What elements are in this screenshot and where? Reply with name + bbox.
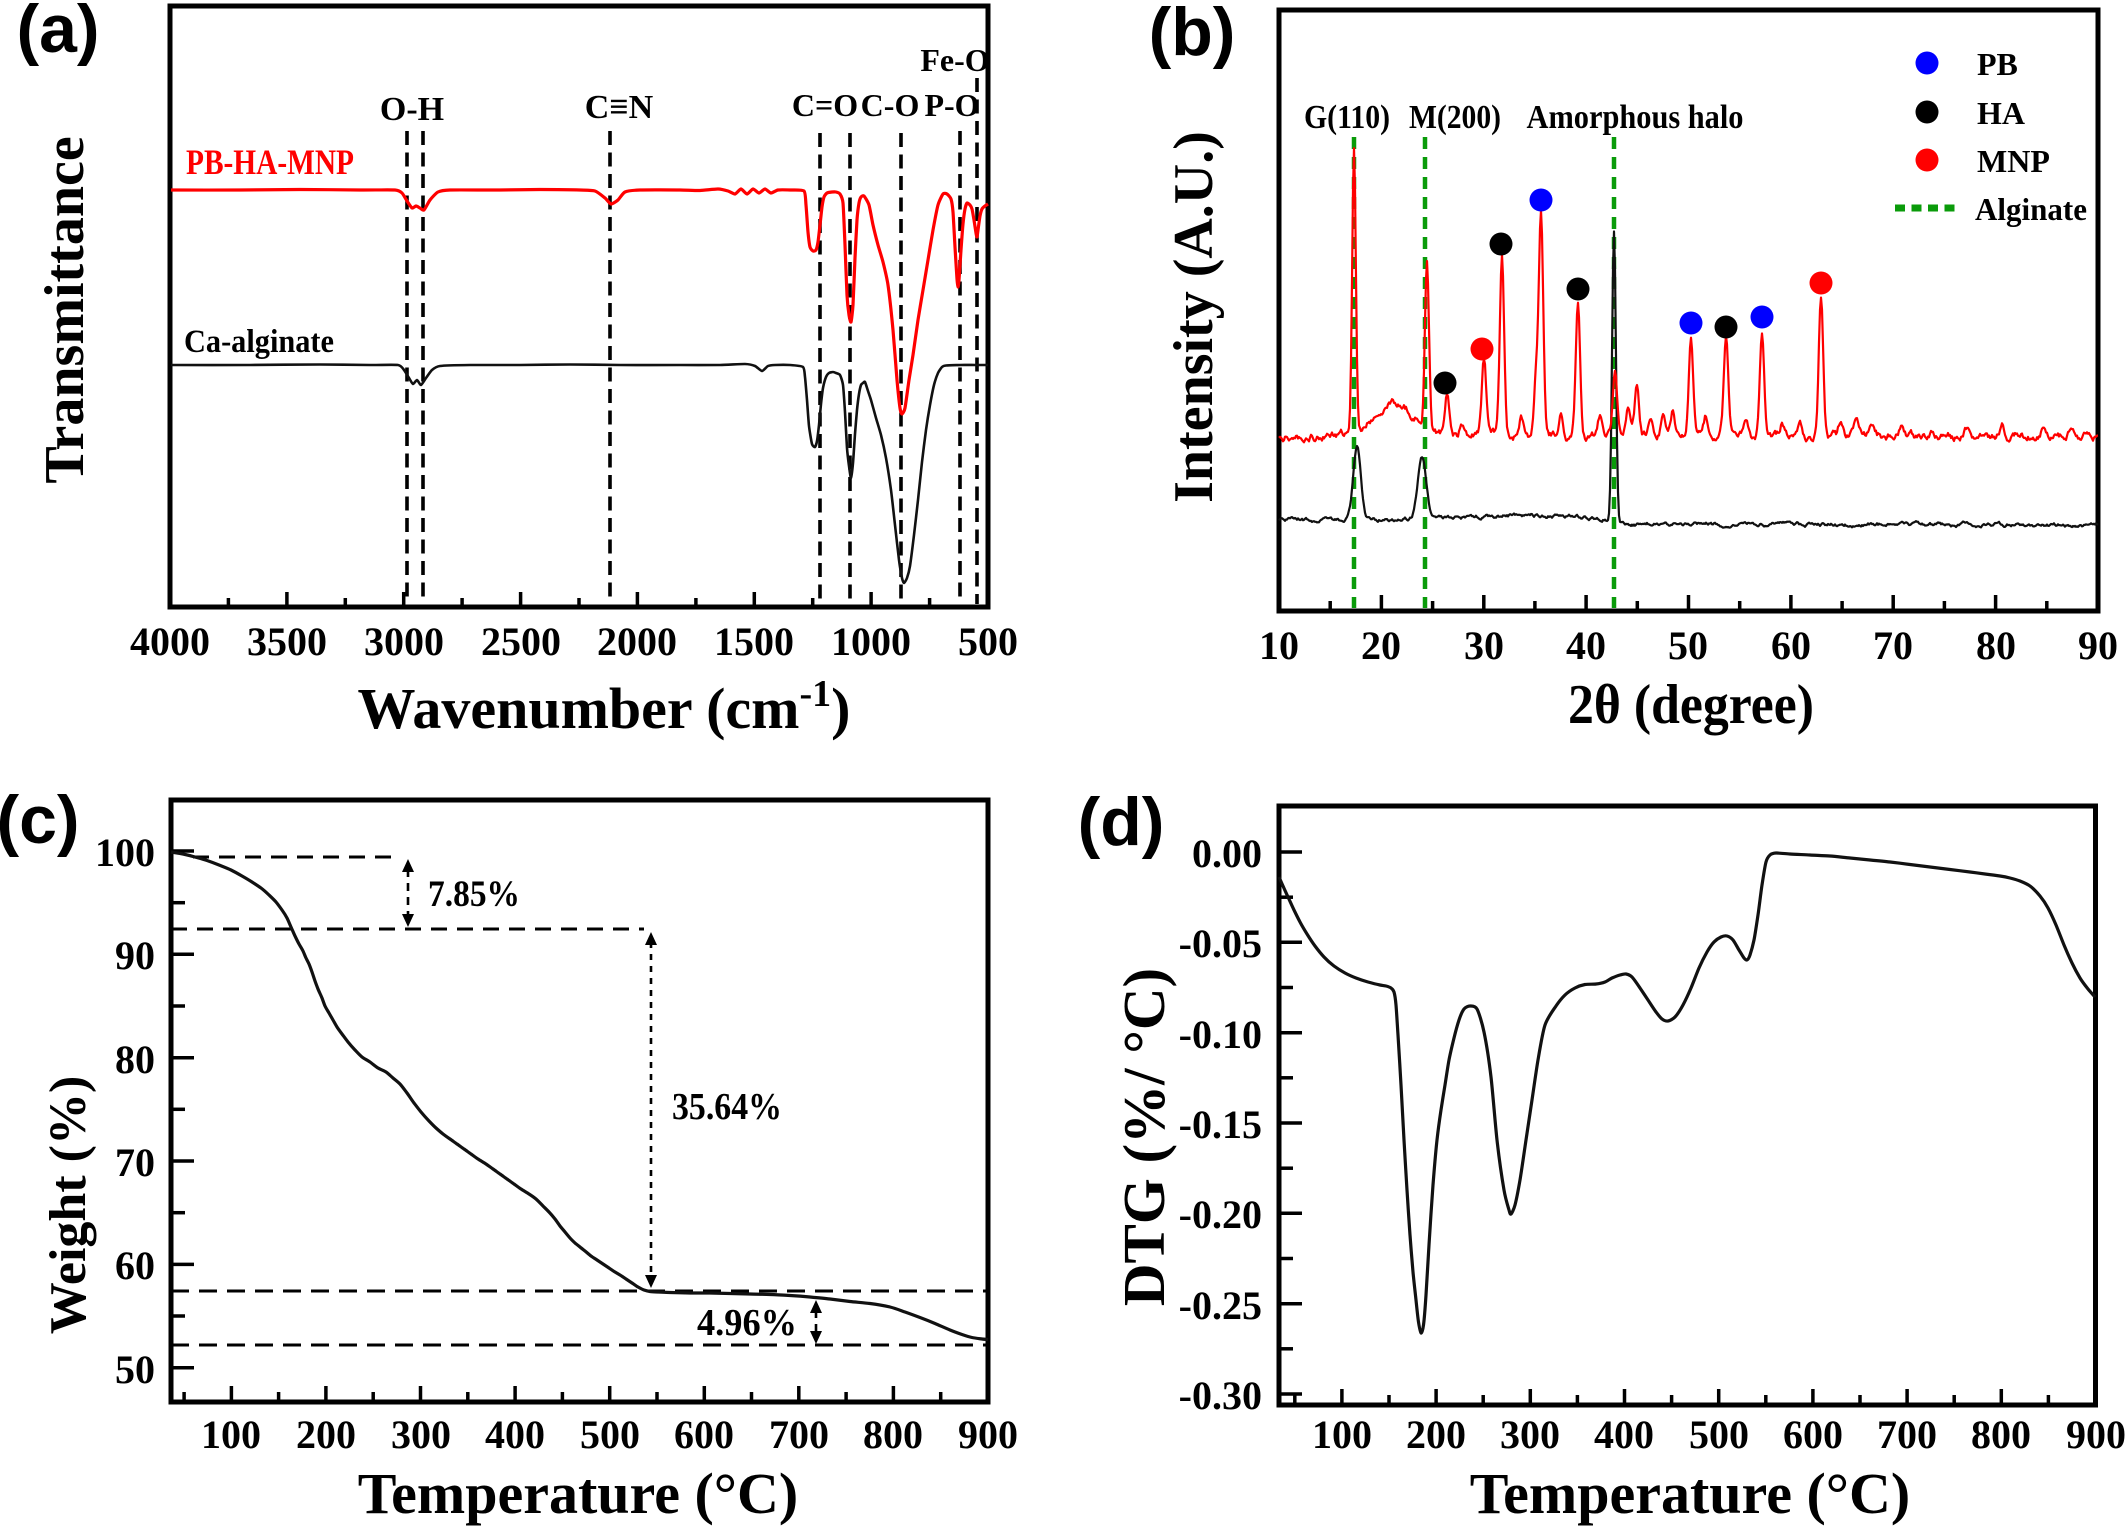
svg-text:1000: 1000 (831, 619, 911, 664)
svg-text:50: 50 (1668, 623, 1708, 668)
svg-text:100: 100 (95, 830, 155, 875)
svg-text:Temperature (°C): Temperature (°C) (358, 1461, 798, 1526)
svg-text:70: 70 (1873, 623, 1913, 668)
svg-text:MNP: MNP (1977, 143, 2050, 179)
svg-text:400: 400 (485, 1412, 545, 1457)
svg-text:800: 800 (863, 1412, 923, 1457)
svg-text:2θ (degree): 2θ (degree) (1568, 674, 1814, 736)
svg-text:C-O: C-O (861, 87, 920, 123)
svg-text:90: 90 (2078, 623, 2118, 668)
svg-text:600: 600 (1783, 1412, 1843, 1457)
svg-text:800: 800 (1971, 1412, 2031, 1457)
svg-text:Ca-alginate: Ca-alginate (184, 324, 334, 360)
svg-text:300: 300 (391, 1412, 451, 1457)
svg-text:M(200): M(200) (1409, 99, 1501, 136)
svg-text:4.96%: 4.96% (697, 1302, 797, 1344)
svg-text:G(110): G(110) (1304, 99, 1390, 136)
svg-text:400: 400 (1594, 1412, 1654, 1457)
svg-text:900: 900 (2066, 1412, 2126, 1457)
svg-text:20: 20 (1361, 623, 1401, 668)
svg-text:500: 500 (1689, 1412, 1749, 1457)
svg-text:Transmittance: Transmittance (34, 136, 96, 483)
svg-text:Fe-O: Fe-O (920, 42, 989, 78)
svg-text:(a): (a) (16, 0, 99, 67)
svg-text:-0.25: -0.25 (1179, 1283, 1262, 1328)
svg-text:2500: 2500 (481, 619, 561, 664)
svg-text:Weight (%): Weight (%) (40, 1076, 97, 1335)
svg-text:Wavenumber (cm-1): Wavenumber (cm-1) (358, 673, 851, 741)
svg-text:70: 70 (115, 1140, 155, 1185)
svg-text:200: 200 (296, 1412, 356, 1457)
svg-text:50: 50 (115, 1347, 155, 1392)
svg-text:Alginate: Alginate (1975, 191, 2087, 227)
svg-text:-0.30: -0.30 (1179, 1373, 1262, 1418)
svg-text:100: 100 (201, 1412, 261, 1457)
svg-text:(c): (c) (0, 782, 80, 858)
svg-text:60: 60 (1771, 623, 1811, 668)
svg-text:-0.05: -0.05 (1179, 921, 1262, 966)
svg-text:DTG (%/ °C): DTG (%/ °C) (1111, 968, 1177, 1306)
svg-text:C=O: C=O (792, 87, 858, 123)
svg-text:P-O: P-O (924, 87, 979, 123)
svg-text:0.00: 0.00 (1192, 831, 1262, 876)
svg-text:100: 100 (1312, 1412, 1372, 1457)
svg-text:500: 500 (958, 619, 1018, 664)
svg-text:700: 700 (1877, 1412, 1937, 1457)
svg-text:700: 700 (769, 1412, 829, 1457)
svg-text:60: 60 (115, 1243, 155, 1288)
svg-text:Amorphous halo: Amorphous halo (1527, 99, 1744, 136)
svg-text:1500: 1500 (714, 619, 794, 664)
svg-text:7.85%: 7.85% (428, 874, 520, 915)
svg-text:O-H: O-H (380, 91, 444, 128)
svg-text:Intensity (A.U.): Intensity (A.U.) (1163, 131, 1225, 503)
svg-text:80: 80 (115, 1037, 155, 1082)
svg-text:C≡N: C≡N (585, 89, 654, 126)
svg-text:2000: 2000 (597, 619, 677, 664)
svg-text:(d): (d) (1078, 784, 1165, 860)
svg-text:-0.15: -0.15 (1179, 1102, 1262, 1147)
svg-text:40: 40 (1566, 623, 1606, 668)
svg-text:900: 900 (958, 1412, 1018, 1457)
svg-text:35.64%: 35.64% (672, 1086, 782, 1128)
svg-text:4000: 4000 (130, 619, 210, 664)
svg-text:(b): (b) (1149, 0, 1236, 70)
svg-text:PB-HA-MNP: PB-HA-MNP (186, 142, 354, 182)
svg-text:90: 90 (115, 933, 155, 978)
svg-text:600: 600 (674, 1412, 734, 1457)
svg-text:200: 200 (1406, 1412, 1466, 1457)
svg-text:30: 30 (1464, 623, 1504, 668)
svg-text:-0.20: -0.20 (1179, 1192, 1262, 1237)
svg-text:3500: 3500 (247, 619, 327, 664)
svg-text:10: 10 (1259, 623, 1299, 668)
svg-text:PB: PB (1977, 46, 2018, 82)
svg-text:3000: 3000 (364, 619, 444, 664)
svg-text:80: 80 (1976, 623, 2016, 668)
svg-text:500: 500 (580, 1412, 640, 1457)
svg-text:-0.10: -0.10 (1179, 1012, 1262, 1057)
svg-text:Temperature (°C): Temperature (°C) (1470, 1461, 1910, 1526)
svg-text:300: 300 (1500, 1412, 1560, 1457)
svg-text:HA: HA (1977, 95, 2025, 131)
